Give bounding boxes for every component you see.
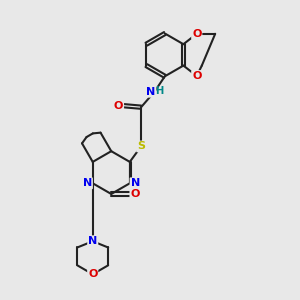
Text: O: O (88, 269, 98, 279)
Text: S: S (137, 141, 145, 152)
Text: O: O (130, 189, 140, 199)
Text: N: N (146, 87, 155, 97)
Text: N: N (88, 236, 97, 246)
Text: O: O (192, 29, 202, 39)
Text: O: O (192, 71, 202, 81)
Text: N: N (83, 178, 92, 188)
Text: N: N (130, 178, 140, 188)
Text: O: O (114, 101, 123, 111)
Text: H: H (155, 86, 163, 96)
